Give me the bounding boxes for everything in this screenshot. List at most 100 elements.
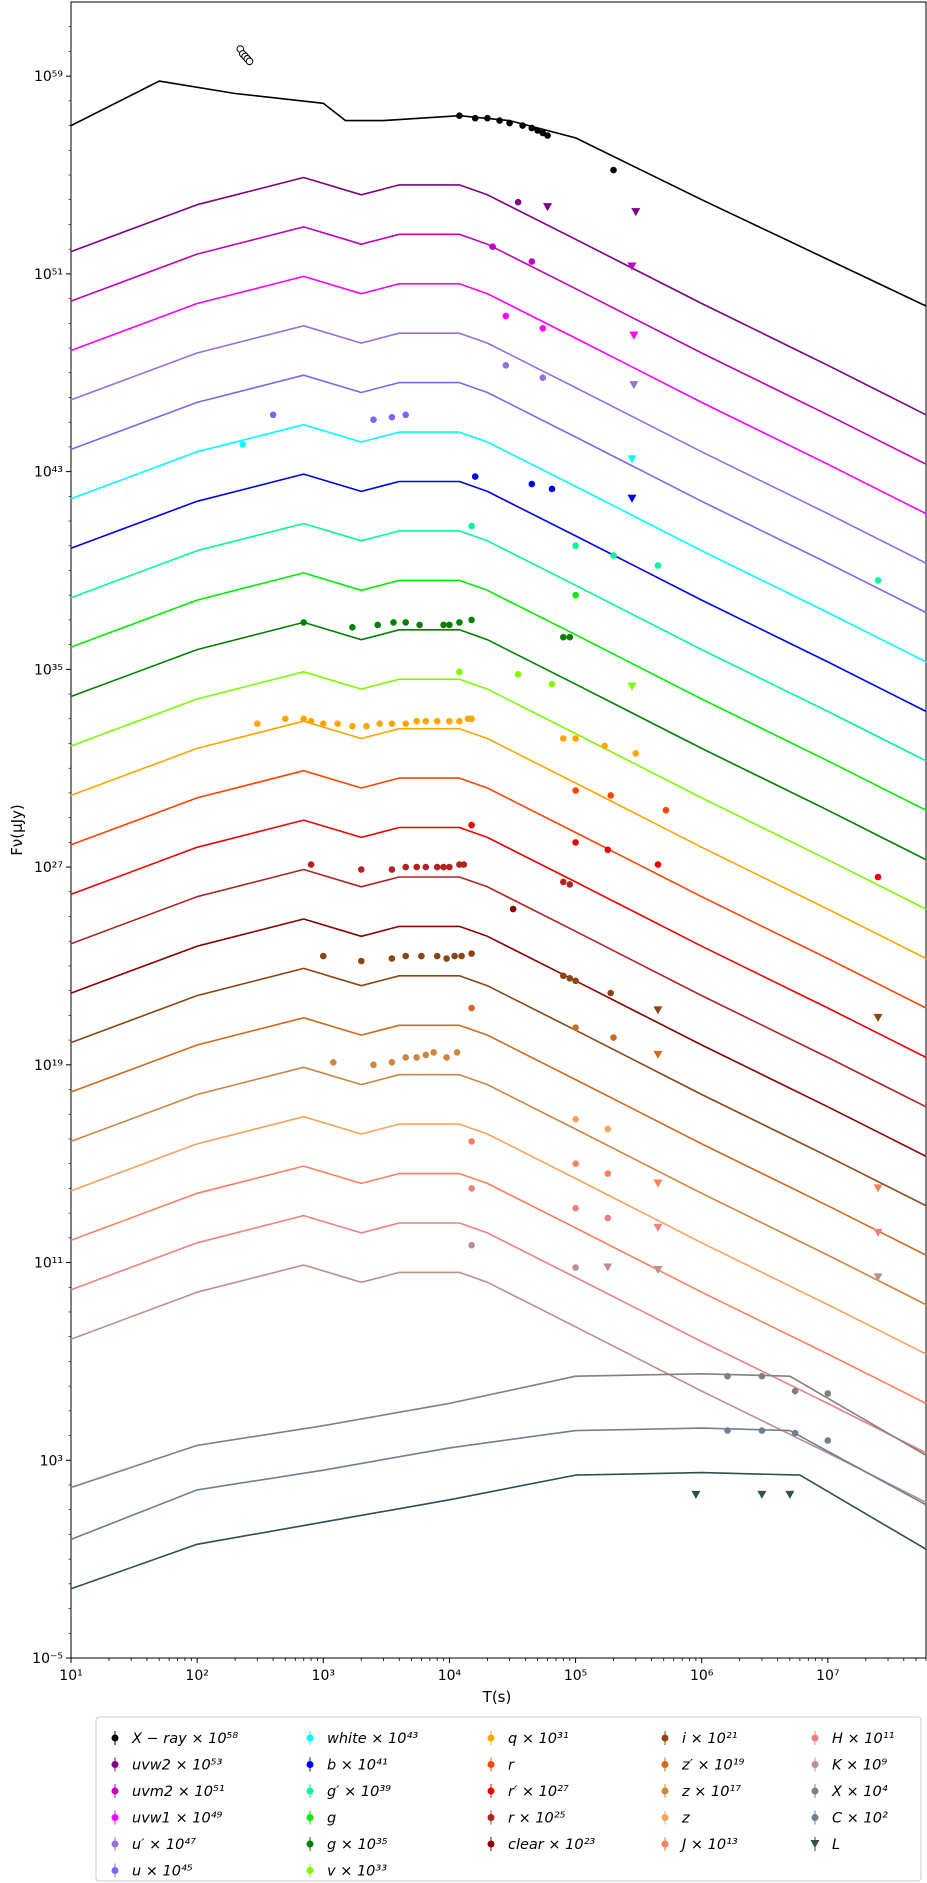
- data-point-r-10-15: [402, 863, 410, 871]
- data-point-i-10-17: [418, 952, 425, 960]
- data-point-x-10-24: [824, 1390, 832, 1397]
- model-curve-uvw1-10-3: [70, 275, 927, 515]
- y-tick-label: 10³: [40, 1453, 63, 1469]
- data-point-r-10-15: [566, 881, 574, 888]
- legend-label: g: [327, 1811, 336, 1827]
- data-point-q-10-12: [282, 715, 289, 723]
- data-point-r-10-15: [433, 863, 441, 871]
- upper-limit-marker-z-10-18: [653, 1050, 663, 1059]
- legend-marker-b-10: [306, 1761, 314, 1768]
- data-point-z-10-19: [422, 1051, 430, 1059]
- data-point-g-10-10: [456, 619, 463, 626]
- data-point-j-10-21: [468, 1138, 475, 1145]
- data-point-j-10-21: [604, 1170, 612, 1177]
- y-tick-label: 10²⁷: [34, 860, 63, 876]
- data-point-b-10-7: [471, 473, 479, 480]
- legend-label: uvm2 × 10⁵¹: [132, 1784, 225, 1800]
- legend-marker-i-10: [661, 1734, 669, 1742]
- model-curve-x-ray-10-0: [70, 80, 927, 307]
- legend-frame: [95, 1716, 922, 1882]
- model-curve-u-10-4: [70, 325, 927, 564]
- data-point-r-10-15: [413, 863, 421, 871]
- data-point-z-10-19: [430, 1049, 438, 1056]
- legend-marker-z-10: [661, 1761, 669, 1768]
- upper-limit-marker-h-10-22: [653, 1223, 663, 1232]
- data-point-g-10-10: [560, 633, 567, 641]
- data-point-q-10-12: [601, 742, 608, 750]
- data-point-h-10-22: [604, 1214, 612, 1222]
- legend-marker-u-10: [111, 1840, 119, 1848]
- legend-label: uvw2 × 10⁵³: [132, 1758, 222, 1774]
- upper-limit-marker-l-26: [757, 1490, 767, 1499]
- data-point-q-10-12: [446, 717, 453, 725]
- data-point-r-10-15: [388, 866, 396, 873]
- data-point-z-10-19: [413, 1054, 421, 1061]
- y-tick-label: 10³⁵: [34, 662, 63, 678]
- data-point-r-10-14: [874, 873, 882, 881]
- legend-label: uvw1 × 10⁴⁹: [132, 1811, 222, 1827]
- data-point-g-10-10: [300, 619, 308, 626]
- data-point-uvw1-10-3: [539, 325, 547, 332]
- x-tick-label: 10⁵: [564, 1668, 587, 1684]
- y-tick-label: 10¹¹: [34, 1256, 63, 1272]
- data-point-h-10-22: [468, 1185, 475, 1192]
- legend-label: u′ × 10⁴⁷: [132, 1837, 196, 1853]
- data-point-i-10-17: [607, 989, 614, 997]
- legend-marker-h-10: [811, 1734, 819, 1742]
- model-curve-r-10-15: [70, 868, 927, 1108]
- model-curve-clear-10-16: [70, 918, 927, 1158]
- legend-marker-uvw1-10: [111, 1814, 119, 1821]
- data-point-r-10-15: [307, 861, 315, 868]
- legend-marker-l: [810, 1840, 820, 1848]
- legend-label: i × 10²¹: [682, 1731, 738, 1747]
- data-point-q-10-12: [376, 720, 384, 727]
- data-point-q-10-12: [572, 735, 579, 742]
- legend-label: r′ × 10²⁷: [508, 1784, 569, 1800]
- data-point-uvw2-10-1: [514, 198, 522, 206]
- data-point-i-10-17: [388, 955, 396, 962]
- upper-limit-marker-h-10-22: [873, 1228, 883, 1237]
- model-curve-white-10-6: [70, 423, 927, 663]
- legend-marker-r: [487, 1761, 495, 1768]
- data-point-z-10-18: [572, 1024, 579, 1031]
- legend-label: clear × 10²³: [508, 1837, 595, 1853]
- data-point-x-ray-10-0: [528, 124, 536, 132]
- data-point-x-ray-10-0: [534, 127, 541, 134]
- legend-marker-clear-10: [487, 1840, 495, 1848]
- model-curve-r-10-14: [70, 819, 927, 1059]
- data-point-g-10-10: [446, 621, 453, 629]
- data-point-i-10-17: [468, 950, 475, 957]
- data-point-u-10-5: [370, 416, 377, 424]
- data-point-z-20: [572, 1115, 579, 1123]
- data-point-g-10-8: [610, 552, 617, 559]
- data-point-q-10-12: [433, 717, 441, 725]
- data-point-x-10-24: [758, 1372, 766, 1380]
- data-point-k-10-23: [468, 1241, 475, 1249]
- data-point-c-10-25: [824, 1437, 832, 1444]
- data-point-g-10-10: [468, 616, 475, 624]
- data-point-z-10-19: [443, 1054, 450, 1061]
- data-point-v-10-11: [456, 668, 463, 676]
- model-curve-r-13: [70, 769, 927, 1009]
- data-point-i-10-17: [451, 952, 458, 960]
- legend-marker-x-ray-10: [111, 1734, 119, 1742]
- x-tick-label: 10⁶: [690, 1668, 714, 1684]
- data-point-q-10-12: [632, 750, 639, 757]
- legend-marker-u-10: [111, 1867, 119, 1874]
- data-point-q-10-12: [560, 735, 567, 742]
- data-point-r-10-15: [460, 861, 468, 868]
- data-point-g-10-8: [468, 522, 475, 530]
- data-point-g-10-10: [402, 619, 410, 626]
- upper-limit-marker-i-10-17: [873, 1013, 883, 1022]
- data-point-q-10-12: [422, 717, 430, 725]
- legend-marker-g: [306, 1814, 314, 1821]
- data-point-g-10-10: [416, 621, 423, 629]
- model-curve-uvw2-10-1: [70, 176, 927, 416]
- plot-frame: [70, 1, 927, 1659]
- data-point-u-10-4: [539, 374, 547, 382]
- model-curve-g-10-8: [70, 522, 927, 762]
- data-point-z-10-19: [370, 1061, 377, 1069]
- legend-label: X × 10⁴: [831, 1784, 888, 1800]
- data-point-z-10-19: [453, 1049, 461, 1056]
- data-point-q-10-12: [334, 720, 342, 727]
